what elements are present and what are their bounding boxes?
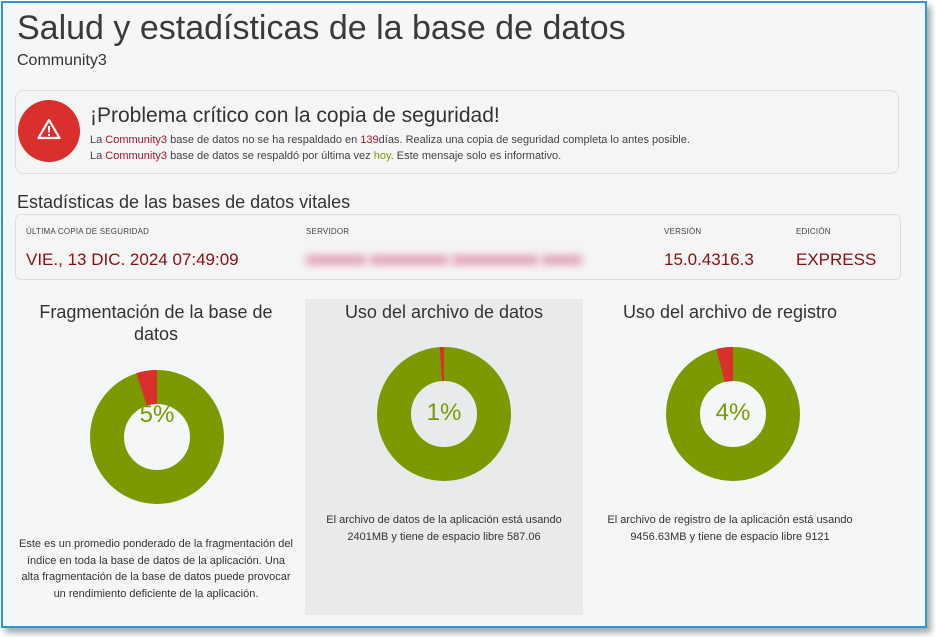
warning-icon [37,118,61,140]
data-file-description: El archivo de datos de la aplicación est… [326,514,562,543]
donut-used-segment [716,347,733,383]
alert-icon-circle [18,100,80,162]
alert-days-count: 139 [360,134,379,146]
data-file-title: Uso del archivo de datos [344,302,544,322]
log-file-description: El archivo de registro de la aplicación … [607,514,853,543]
version-value: 15.0.4316.3 [664,250,754,269]
last-backup-value: VIE., 13 DIC. 2024 07:49:09 [26,250,239,269]
alert-db-name: Community3 [105,134,168,146]
fragmentation-description: Este es un promedio ponderado de la frag… [19,538,293,600]
server-label: SERVIDOR [306,227,350,236]
window-frame: Salud y estadísticas de la base de datos… [1,1,927,628]
log-file-title: Uso del archivo de registro [622,302,838,322]
critical-backup-alert: ¡Problema crítico con la copia de seguri… [15,90,899,174]
alert-db-name: Community3 [105,150,168,162]
donut-used-segment [439,347,444,382]
data-file-percent: 1% [426,399,462,426]
version-label: VERSIÓN [664,227,702,236]
page-title: Salud y estadísticas de la base de datos [17,9,626,47]
vital-stats-heading: Estadísticas de las bases de datos vital… [17,192,351,212]
edition-label: EDICIÓN [796,227,831,236]
alert-title: ¡Problema crítico con la copia de seguri… [90,104,500,127]
data-file-donut: 1% [376,346,512,482]
data-file-panel: Uso del archivo de datos 1% El archivo d… [305,299,583,615]
database-name: Community3 [17,52,107,69]
alert-last-backup-when: hoy [373,150,391,162]
donut-used-segment [136,370,157,406]
server-value-redacted [306,249,586,271]
fragmentation-title: Fragmentación de la base de datos [39,302,273,344]
fragmentation-percent: 5% [139,401,175,428]
alert-message-last-backup: La Community3 base de datos se respaldó … [90,150,562,162]
fragmentation-donut: 5% [89,369,225,505]
log-file-percent: 4% [715,399,751,426]
last-backup-label: ÚLTIMA COPIA DE SEGURIDAD [26,227,150,236]
edition-value: EXPRESS [796,250,877,269]
alert-message-days: La Community3 base de datos no se ha res… [90,134,690,146]
vital-stats-box: ÚLTIMA COPIA DE SEGURIDAD VIE., 13 DIC. … [15,214,901,280]
log-file-donut: 4% [665,346,801,482]
